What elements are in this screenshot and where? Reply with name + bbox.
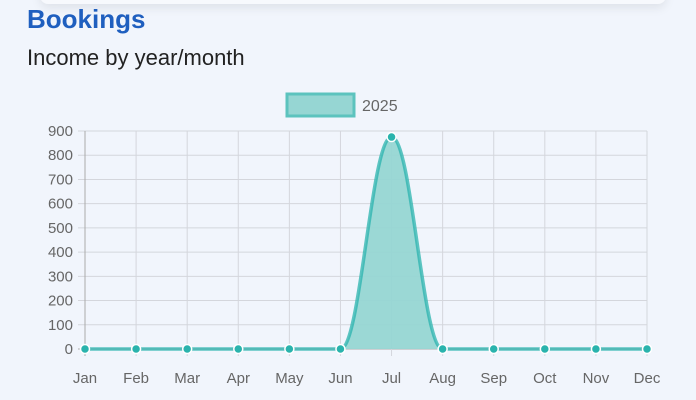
data-point-may — [284, 343, 295, 355]
legend-swatch — [285, 92, 356, 118]
x-tick-label: Oct — [533, 370, 557, 387]
chart-subtitle: Income by year/month — [27, 45, 245, 70]
x-tick-label: Nov — [583, 370, 610, 387]
data-point-mar — [181, 343, 193, 355]
y-tick-label: 900 — [48, 123, 73, 140]
y-tick-label: 100 — [48, 317, 73, 334]
data-point-oct — [539, 343, 551, 355]
y-tick-label: 0 — [65, 341, 73, 358]
x-tick-label: Jun — [328, 370, 352, 387]
data-point-jun — [335, 343, 346, 355]
data-point-apr — [233, 343, 244, 355]
top-card-edge — [40, 0, 666, 4]
data-point-aug — [437, 343, 448, 355]
x-tick-label: Aug — [429, 370, 456, 387]
legend-label: 2025 — [362, 98, 398, 115]
x-tick-label: Jan — [73, 370, 97, 387]
data-point-jul — [386, 131, 397, 143]
data-point-dec — [641, 343, 653, 355]
y-tick-label: 200 — [48, 293, 73, 310]
y-tick-label: 800 — [48, 147, 73, 164]
x-tick-label: Feb — [123, 370, 149, 387]
x-tick-label: Apr — [227, 370, 250, 387]
data-point-sep — [488, 343, 499, 355]
x-tick-label: Dec — [634, 370, 661, 387]
data-point-feb — [130, 343, 142, 355]
y-tick-label: 400 — [48, 244, 73, 261]
y-tick-label: 300 — [48, 268, 73, 285]
y-tick-label: 500 — [48, 220, 73, 237]
x-tick-label: Mar — [174, 370, 200, 387]
legend[interactable]: 2025 — [285, 92, 398, 118]
x-tick-label: Sep — [480, 370, 507, 387]
x-tick-label: May — [275, 370, 304, 387]
page-title: Bookings — [27, 4, 146, 34]
data-point-nov — [590, 343, 602, 355]
data-point-jan — [79, 343, 91, 355]
y-tick-label: 600 — [48, 196, 73, 213]
series-area — [85, 137, 647, 349]
x-tick-label: Jul — [382, 370, 401, 387]
y-tick-label: 700 — [48, 171, 73, 188]
